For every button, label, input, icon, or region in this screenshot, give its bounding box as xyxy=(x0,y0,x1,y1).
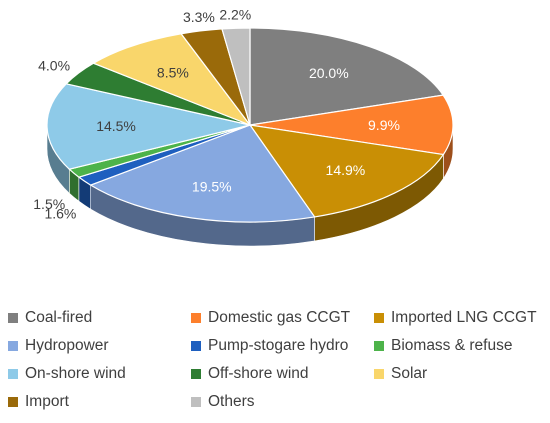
legend-item-others: Others xyxy=(191,390,255,414)
legend-label: Domestic gas CCGT xyxy=(208,309,351,326)
data-label-others: 2.2% xyxy=(219,6,251,22)
legend-swatch xyxy=(191,341,201,351)
legend-label: Pump-stogare hydro xyxy=(208,337,349,354)
data-label-domestic-gas-ccgt: 9.9% xyxy=(368,117,400,133)
pie-slice-domestic-gas-ccgt xyxy=(249,94,454,156)
legend-swatch xyxy=(374,341,384,351)
legend-item-domestic-gas-ccgt: Domestic gas CCGT xyxy=(191,306,350,330)
legend-swatch xyxy=(191,369,201,379)
legend-swatch xyxy=(8,369,18,379)
legend-item-hydropower: Hydropower xyxy=(8,334,109,358)
legend-label: Hydropower xyxy=(25,337,109,354)
legend-swatch xyxy=(191,313,201,323)
legend-swatch xyxy=(374,313,384,323)
legend-label: Coal-fired xyxy=(25,309,93,326)
legend-item-pump-stogare-hydro: Pump-stogare hydro xyxy=(191,334,348,358)
legend-swatch xyxy=(374,369,384,379)
data-label-biomass-refuse: 1.5% xyxy=(33,196,65,212)
pie-slice-hydropower xyxy=(89,124,316,223)
data-label-coal-fired: 20.0% xyxy=(309,65,349,81)
legend-item-off-shore-wind: Off-shore wind xyxy=(191,362,309,386)
legend-item-imported-lng-ccgt: Imported LNG CCGT xyxy=(374,306,537,330)
legend-item-import: Import xyxy=(8,390,69,414)
legend-swatch xyxy=(191,397,201,407)
legend-label: Imported LNG CCGT xyxy=(391,309,537,326)
legend-label: On-shore wind xyxy=(25,365,126,382)
legend-item-coal-fired: Coal-fired xyxy=(8,306,92,330)
data-label-pump-stogare-hydro: 1.6% xyxy=(44,205,76,221)
legend-swatch xyxy=(8,341,18,351)
pie-slice-coal-fired xyxy=(249,27,445,126)
pie-slice-imported-lng-ccgt xyxy=(248,124,445,218)
legend-swatch xyxy=(8,397,18,407)
pie-data-labels: 20.0% 9.9% 14.9% 19.5% 1.6%1.5% 14.5% 4.0% 8.5%… xyxy=(33,6,400,221)
data-label-on-shore-wind: 14.5% xyxy=(96,118,136,134)
pie-slice-on-shore-wind xyxy=(46,83,251,170)
legend-label: Import xyxy=(25,393,69,410)
data-label-hydropower: 19.5% xyxy=(192,178,232,194)
data-label-imported-lng-ccgt: 14.9% xyxy=(326,162,366,178)
pie-sides xyxy=(46,124,454,247)
data-label-off-shore-wind: 4.0% xyxy=(38,58,70,74)
legend-label: Solar xyxy=(391,365,428,382)
legend-label: Biomass & refuse xyxy=(391,337,513,354)
pie-chart-svg: 20.0% 9.9% 14.9% 19.5% 1.6%1.5% 14.5% 4.0% 8.5%… xyxy=(33,6,454,247)
pie-slice-others xyxy=(221,27,251,126)
legend-swatch xyxy=(8,313,18,323)
legend-label: Others xyxy=(208,393,255,410)
data-label-solar: 8.5% xyxy=(157,65,189,81)
legend-item-biomass-refuse: Biomass & refuse xyxy=(374,334,512,358)
legend-item-solar: Solar xyxy=(374,362,427,386)
pie-slice-solar xyxy=(92,33,252,127)
data-label-import: 3.3% xyxy=(183,9,215,25)
legend-item-on-shore-wind: On-shore wind xyxy=(8,362,126,386)
pie-tops xyxy=(46,27,454,223)
legend-label: Off-shore wind xyxy=(208,365,309,382)
